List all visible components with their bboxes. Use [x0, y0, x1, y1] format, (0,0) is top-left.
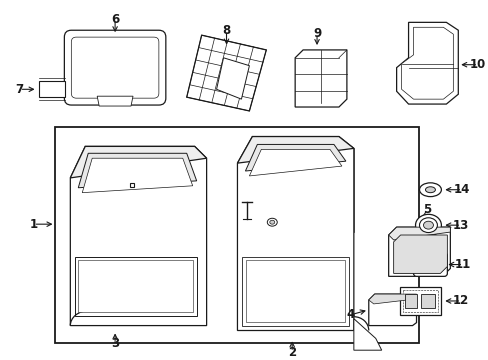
Bar: [404, 294, 416, 308]
Text: 7: 7: [16, 83, 23, 96]
Text: 13: 13: [452, 219, 468, 232]
Text: 3: 3: [111, 337, 119, 350]
Text: 2: 2: [287, 346, 296, 359]
Ellipse shape: [269, 220, 274, 224]
Ellipse shape: [99, 281, 141, 311]
Bar: [399, 287, 441, 315]
Ellipse shape: [267, 218, 277, 226]
Text: 9: 9: [312, 27, 321, 40]
Ellipse shape: [423, 221, 432, 229]
Polygon shape: [393, 235, 447, 273]
Polygon shape: [237, 136, 353, 330]
FancyBboxPatch shape: [64, 30, 165, 105]
Ellipse shape: [415, 214, 441, 236]
Polygon shape: [368, 294, 416, 325]
Polygon shape: [353, 319, 381, 350]
Bar: [421, 294, 434, 308]
FancyBboxPatch shape: [413, 253, 447, 276]
Polygon shape: [396, 22, 457, 104]
FancyBboxPatch shape: [71, 37, 159, 98]
Text: 1: 1: [29, 218, 38, 231]
Polygon shape: [388, 227, 449, 240]
Polygon shape: [82, 158, 192, 193]
Polygon shape: [78, 153, 196, 188]
Text: 4: 4: [346, 308, 354, 321]
Text: 8: 8: [222, 24, 230, 37]
FancyBboxPatch shape: [419, 258, 441, 271]
Polygon shape: [242, 257, 348, 325]
Bar: [40, 81, 65, 97]
Text: 14: 14: [453, 183, 469, 196]
Text: 6: 6: [111, 13, 119, 26]
Polygon shape: [97, 96, 133, 106]
Polygon shape: [388, 227, 449, 276]
Text: 5: 5: [423, 203, 431, 216]
Polygon shape: [368, 294, 416, 304]
Polygon shape: [70, 147, 206, 325]
Polygon shape: [70, 147, 206, 178]
Polygon shape: [216, 58, 249, 99]
Polygon shape: [78, 260, 192, 312]
Polygon shape: [401, 27, 452, 99]
Polygon shape: [75, 257, 196, 316]
Polygon shape: [246, 260, 344, 321]
Text: 10: 10: [469, 58, 486, 71]
Polygon shape: [237, 136, 353, 163]
Polygon shape: [245, 144, 345, 171]
Ellipse shape: [425, 187, 434, 193]
Polygon shape: [295, 50, 346, 107]
Text: 12: 12: [452, 294, 468, 307]
Polygon shape: [186, 35, 266, 111]
Ellipse shape: [419, 183, 441, 197]
Ellipse shape: [419, 218, 437, 233]
Bar: [55, 127, 418, 343]
Text: 11: 11: [454, 258, 470, 271]
Bar: [402, 290, 438, 312]
Ellipse shape: [106, 286, 134, 306]
Polygon shape: [249, 149, 341, 176]
